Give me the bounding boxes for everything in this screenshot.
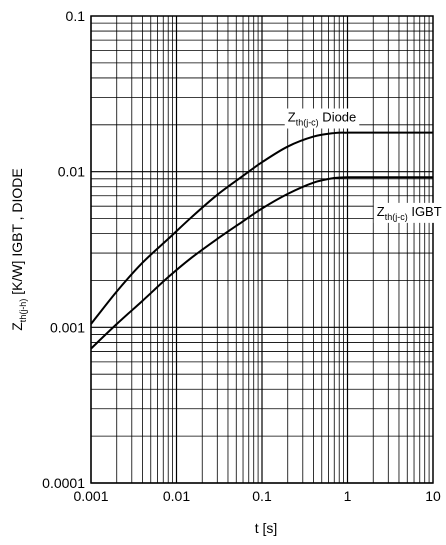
series-label-0: Zth(j-c) Diode bbox=[284, 108, 360, 129]
y-tick-label: 0.0001 bbox=[42, 475, 85, 491]
y-tick-labels: 0.0001 0.001 0.01 0.1 bbox=[42, 8, 85, 491]
x-tick-label: 0.001 bbox=[73, 488, 108, 504]
y-tick-label: 0.01 bbox=[58, 164, 85, 180]
series-label-text: Zth(j-c) IGBT bbox=[377, 204, 442, 222]
series-line-0 bbox=[90, 131, 433, 325]
grid-lines bbox=[90, 15, 434, 484]
series-label-bg bbox=[284, 108, 360, 129]
series-label-bg bbox=[373, 202, 445, 223]
x-tick-label: 0.1 bbox=[252, 488, 272, 504]
series-line-1 bbox=[90, 176, 433, 350]
plot-frame bbox=[90, 15, 434, 484]
x-tick-label: 1 bbox=[344, 488, 352, 504]
x-tick-label: 10 bbox=[425, 488, 441, 504]
series-label-text: Zth(j-c) Diode bbox=[288, 110, 357, 128]
series-lines bbox=[90, 131, 433, 350]
x-axis-label: t [s] bbox=[255, 520, 278, 536]
y-tick-label: 0.001 bbox=[50, 319, 85, 335]
x-tick-labels: 0.001 0.01 0.1 1 10 bbox=[73, 488, 441, 504]
series-label-1: Zth(j-c) IGBT bbox=[373, 202, 445, 223]
y-tick-label: 0.1 bbox=[66, 8, 86, 24]
y-axis-label: Zth(j-h) [K/W] IGBT , DIODE bbox=[9, 168, 28, 331]
series-labels: Zth(j-c) Diode Zth(j-c) IGBT bbox=[284, 108, 445, 223]
y-axis-label-group: Zth(j-h) [K/W] IGBT , DIODE bbox=[9, 168, 28, 331]
x-tick-label: 0.01 bbox=[163, 488, 190, 504]
